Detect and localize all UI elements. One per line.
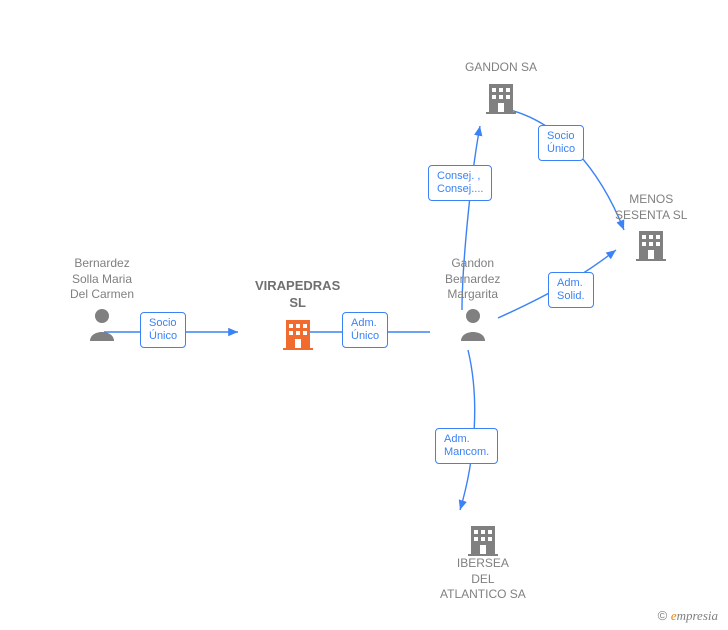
node-gandon-person[interactable]: Gandon Bernardez Margarita — [445, 256, 500, 341]
node-label: Bernardez Solla Maria Del Carmen — [70, 256, 134, 303]
person-icon — [70, 307, 134, 341]
node-label: VIRAPEDRAS SL — [255, 278, 340, 312]
node-label: IBERSEA DEL ATLANTICO SA — [440, 556, 526, 603]
node-virapedras[interactable]: VIRAPEDRAS SL — [255, 278, 340, 350]
building-icon — [255, 316, 340, 350]
brand-rest: mpresia — [677, 608, 718, 623]
edge-label-adm-unico: Adm. Único — [342, 312, 388, 348]
edge-label-adm-solid: Adm. Solid. — [548, 272, 594, 308]
node-label: MENOS SESENTA SL — [615, 192, 687, 223]
building-icon — [440, 522, 526, 556]
building-icon — [465, 80, 537, 114]
node-menos-sesenta[interactable]: MENOS SESENTA SL — [615, 192, 687, 261]
edge-label-socio-unico-2: Socio Único — [538, 125, 584, 161]
edge-label-socio-unico-1: Socio Único — [140, 312, 186, 348]
node-ibersea[interactable]: IBERSEA DEL ATLANTICO SA — [440, 518, 526, 603]
node-bernardez[interactable]: Bernardez Solla Maria Del Carmen — [70, 256, 134, 341]
node-label: GANDON SA — [465, 60, 537, 76]
copyright: © empresia — [658, 608, 718, 624]
person-icon — [445, 307, 500, 341]
copyright-symbol: © — [658, 608, 668, 623]
node-gandon-sa[interactable]: GANDON SA — [465, 60, 537, 114]
edge-label-adm-mancom: Adm. Mancom. — [435, 428, 498, 464]
node-label: Gandon Bernardez Margarita — [445, 256, 500, 303]
building-icon — [615, 227, 687, 261]
edge-label-consej: Consej. , Consej.... — [428, 165, 492, 201]
